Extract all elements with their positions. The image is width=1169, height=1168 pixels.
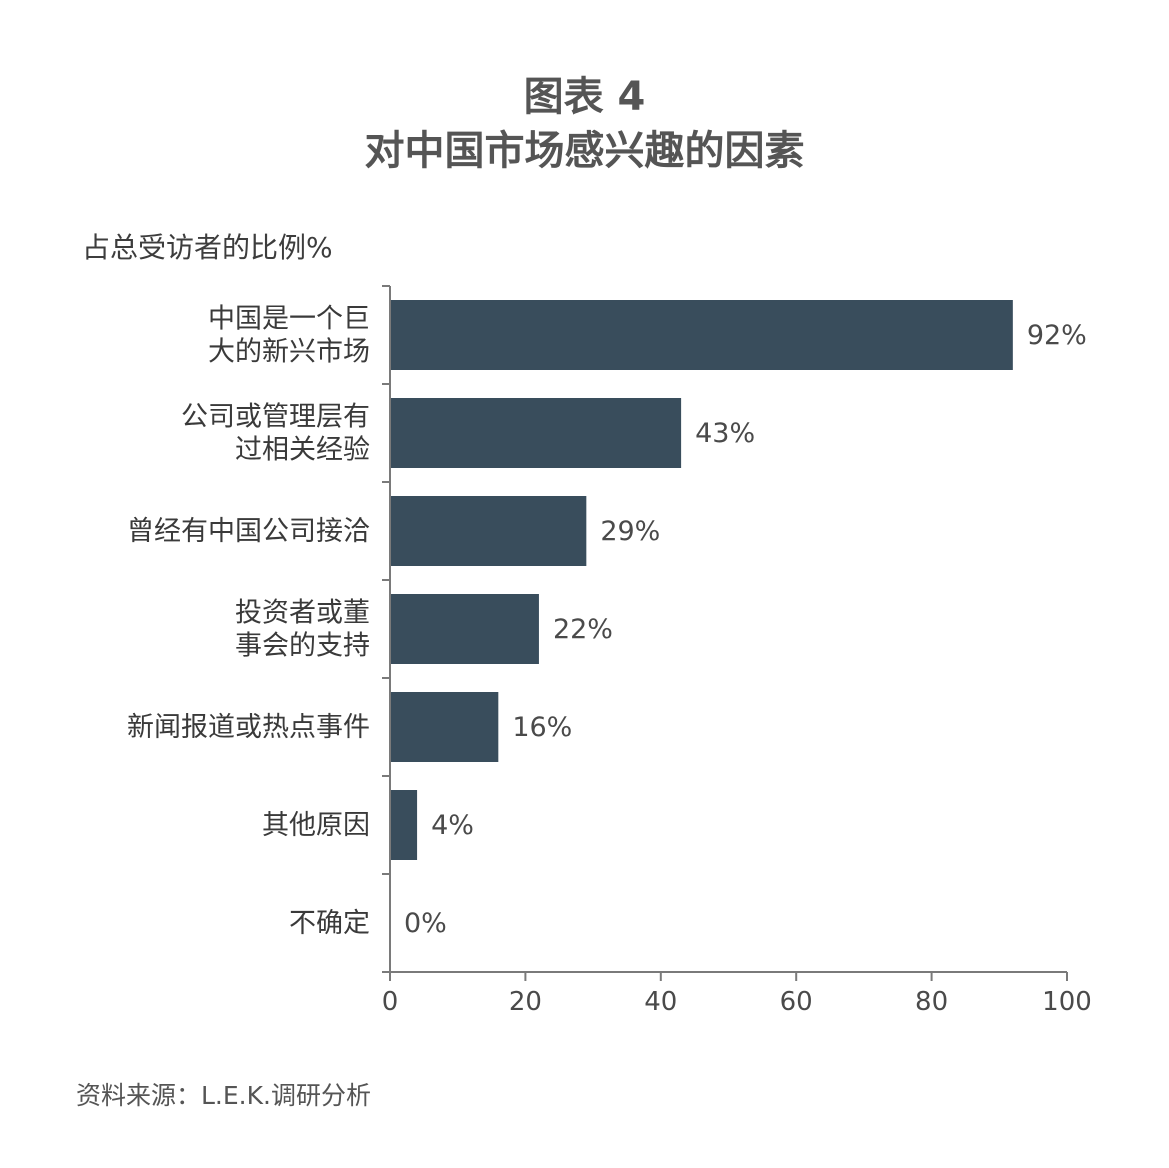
value-label: 22% (553, 614, 613, 645)
x-tick-label: 40 (644, 987, 677, 1017)
bar (391, 790, 418, 860)
value-label: 16% (512, 712, 572, 743)
source-note: 资料来源：L.E.K.调研分析 (76, 1081, 371, 1110)
category-label: 中国是一个巨 (208, 304, 370, 335)
value-label: 0% (404, 908, 447, 939)
chart-title: 图表 4 (523, 74, 646, 120)
category-label: 大的新兴市场 (208, 337, 370, 368)
value-label: 92% (1027, 320, 1087, 351)
value-label: 43% (695, 418, 755, 449)
bar (391, 398, 682, 468)
x-tick-label: 60 (780, 987, 813, 1017)
category-label: 新闻报道或热点事件 (127, 712, 370, 743)
category-label: 公司或管理层有 (181, 402, 370, 433)
bar (391, 594, 539, 664)
category-label: 投资者或董 (235, 598, 370, 629)
x-tick-label: 0 (382, 987, 399, 1017)
value-label: 4% (431, 810, 474, 841)
x-tick-label: 100 (1042, 987, 1092, 1017)
axis-unit-label: 占总受访者的比例% (82, 231, 333, 264)
value-label: 29% (600, 516, 660, 547)
category-label: 其他原因 (262, 810, 370, 841)
category-label: 事会的支持 (235, 631, 370, 662)
bar (391, 300, 1013, 370)
category-label: 曾经有中国公司接洽 (127, 516, 370, 547)
chart-subtitle: 对中国市场感兴趣的因素 (364, 128, 805, 174)
x-tick-label: 20 (509, 987, 542, 1017)
category-label: 不确定 (289, 908, 370, 939)
x-tick-label: 80 (915, 987, 948, 1017)
bar (391, 692, 499, 762)
bar (391, 496, 587, 566)
category-label: 过相关经验 (235, 435, 370, 466)
